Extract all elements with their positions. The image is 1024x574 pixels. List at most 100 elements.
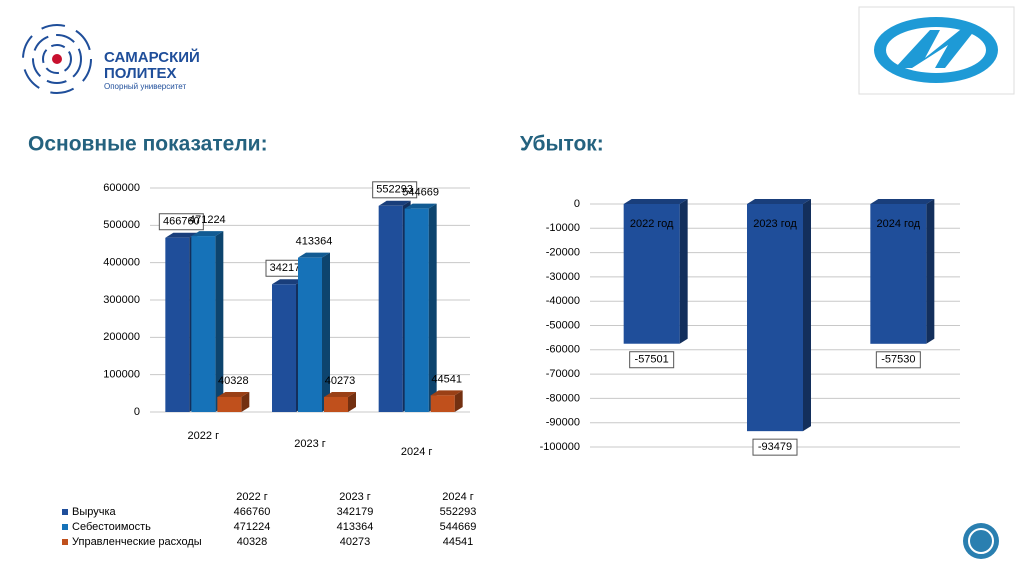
bar-top (623, 199, 688, 204)
bar-top (165, 232, 198, 238)
table-header: 2024 г (442, 491, 474, 503)
value-label: -57501 (635, 354, 669, 366)
value-label: -57530 (881, 354, 915, 366)
y-tick-label: -10000 (546, 222, 580, 234)
bar-top (191, 231, 224, 237)
bar-side (679, 199, 688, 344)
table-value: 466760 (234, 506, 271, 518)
logo-ring (32, 34, 82, 84)
table-value: 544669 (440, 521, 477, 533)
logo-text: ПОЛИТЕХ (104, 65, 177, 82)
value-label: -93479 (758, 441, 792, 453)
y-tick-label: -60000 (546, 344, 580, 356)
bar-top (404, 203, 437, 209)
y-tick-label: 100000 (103, 369, 140, 381)
table-value: 40328 (237, 536, 268, 548)
bar-top (298, 252, 330, 258)
bar (747, 204, 803, 432)
y-tick-label: -40000 (546, 295, 580, 307)
value-label: 342179 (270, 262, 307, 274)
legend-swatch (62, 539, 68, 545)
bar (298, 257, 322, 412)
legend-swatch (62, 509, 68, 515)
table-value: 40273 (340, 536, 371, 548)
bar (191, 236, 216, 412)
value-label: 552293 (376, 184, 413, 196)
bar-top (378, 200, 411, 206)
y-tick-label: -70000 (546, 368, 580, 380)
y-tick-label: 400000 (103, 257, 140, 269)
bar-side (454, 390, 463, 412)
bar (430, 395, 455, 412)
bar-top (430, 390, 463, 396)
table-value: 413364 (337, 521, 374, 533)
value-label: 40328 (218, 375, 249, 387)
chart-title: Основные показатели: (28, 133, 268, 156)
x-tick-label: 2023 год (753, 218, 797, 230)
y-tick-label: -90000 (546, 417, 580, 429)
legend-swatch (62, 524, 68, 530)
y-tick-label: -50000 (546, 319, 580, 331)
icon-ring (968, 528, 994, 554)
value-label-box (372, 181, 418, 199)
legend-label: Себестоимость (72, 521, 151, 533)
x-tick-label: 2022 г (188, 430, 220, 442)
y-tick-label: 0 (134, 406, 140, 418)
bar (870, 204, 927, 344)
logo-right (858, 6, 1015, 95)
value-label-box (158, 213, 204, 231)
y-tick-label: 600000 (103, 182, 140, 194)
logo-text: САМАРСКИЙ (104, 48, 200, 66)
bar-top (324, 391, 356, 397)
bar-side (215, 231, 224, 412)
x-tick-label: 2024 г (401, 446, 433, 458)
value-label-box (752, 438, 798, 456)
bar-top (870, 199, 935, 204)
value-label: 40273 (325, 375, 356, 387)
bar-side (803, 199, 811, 432)
y-tick-label: 200000 (103, 331, 140, 343)
bar-top (272, 279, 304, 285)
corner-icon (963, 523, 999, 559)
value-label: 413364 (296, 236, 333, 248)
value-label: 44541 (431, 373, 462, 385)
table-header: 2023 г (339, 491, 371, 503)
logo-ring (42, 44, 72, 74)
x-tick-label: 2023 г (294, 438, 326, 450)
legend-label: Выручка (72, 506, 117, 518)
y-tick-label: -100000 (540, 441, 580, 453)
bar-top (217, 391, 250, 397)
y-tick-label: -20000 (546, 247, 580, 259)
bar-side (348, 391, 356, 412)
bar-side (322, 252, 330, 412)
table-value: 471224 (234, 521, 271, 533)
y-tick-label: 500000 (103, 219, 140, 231)
logo-left: САМАРСКИЙ ПОЛИТЕХ Опорный университет (22, 24, 200, 94)
x-tick-label: 2024 год (877, 218, 921, 230)
table-header: 2022 г (236, 491, 268, 503)
y-tick-label: -80000 (546, 392, 580, 404)
bar (378, 205, 403, 412)
bar (623, 204, 680, 344)
bar-side (428, 203, 437, 412)
value-label: 466760 (163, 216, 200, 228)
table-value: 342179 (337, 506, 374, 518)
y-tick-label: -30000 (546, 271, 580, 283)
bar (404, 208, 429, 412)
table-value: 44541 (443, 536, 474, 548)
logo-mark (895, 30, 975, 68)
value-label: 544669 (402, 187, 439, 199)
y-tick-label: 300000 (103, 294, 140, 306)
value-label-box (629, 351, 675, 369)
bar (272, 284, 296, 412)
y-tick-label: 0 (574, 198, 580, 210)
logo-dot (52, 54, 62, 64)
bar-side (926, 199, 935, 344)
x-tick-label: 2022 год (630, 218, 674, 230)
bar (324, 396, 348, 412)
chart-title: Убыток: (520, 133, 604, 156)
bar (217, 396, 242, 412)
bar (165, 237, 190, 412)
table-value: 552293 (440, 506, 477, 518)
